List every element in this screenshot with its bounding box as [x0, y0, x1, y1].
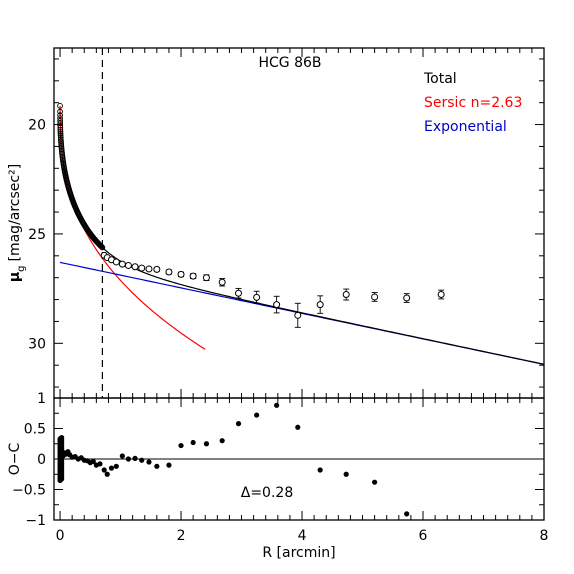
residual-point — [125, 456, 132, 462]
data-point — [57, 122, 64, 129]
residual-point — [178, 442, 184, 449]
data-point — [57, 124, 64, 131]
residual-point — [97, 461, 103, 467]
data-point — [112, 258, 120, 266]
inner-profile-points — [57, 103, 106, 251]
data-point — [153, 265, 161, 273]
data-point — [98, 243, 104, 250]
data-point — [57, 103, 63, 109]
residual-point — [154, 463, 160, 469]
data-point — [131, 263, 139, 271]
residual-point — [317, 467, 323, 473]
total-curve — [86, 229, 544, 365]
y-tick-label: −1 — [25, 513, 46, 529]
y-tick-label: −0.5 — [12, 483, 46, 499]
residual-point — [119, 453, 125, 459]
y-tick-label: 0 — [37, 452, 46, 468]
y-tick-label: 0.5 — [24, 422, 46, 438]
residual-point — [190, 439, 196, 446]
residual-point — [108, 465, 115, 471]
residual-point — [132, 455, 138, 461]
residual-point — [235, 421, 242, 427]
data-point — [165, 268, 173, 276]
data-point — [57, 126, 64, 133]
data-point — [57, 108, 63, 115]
residual-point — [90, 458, 96, 465]
data-point — [253, 293, 261, 301]
data-point — [371, 293, 379, 301]
data-point — [437, 291, 445, 299]
data-point — [138, 264, 146, 272]
residual-point — [219, 438, 225, 444]
data-points — [100, 251, 445, 328]
residual-point — [274, 402, 280, 408]
residual-panel: −1 −0.5 0 0.5 1 0 2 4 6 8 Δ=0.28 O−C R [arcmin] — [7, 391, 548, 561]
y-axis-label-sub: g — [16, 266, 27, 272]
data-point — [145, 265, 153, 273]
residual-point — [372, 479, 378, 485]
data-point — [99, 244, 106, 251]
residual-point — [254, 412, 260, 418]
data-point — [403, 294, 411, 302]
y-axis-label-unit: [mag/arcsec²] — [7, 164, 23, 262]
residual-point — [139, 457, 145, 463]
legend-entry: Total — [423, 71, 457, 87]
data-point — [235, 289, 243, 297]
data-point — [57, 130, 64, 137]
y-tick-label: 1 — [37, 391, 46, 407]
residual-point — [166, 462, 172, 468]
data-point — [118, 260, 126, 268]
model-curves — [59, 105, 544, 365]
y-tick-label: 30 — [28, 336, 46, 352]
data-point — [189, 272, 197, 280]
data-point — [342, 291, 350, 299]
x-tick-label: 6 — [419, 528, 428, 544]
surface-brightness-panel: 20 25 30 HCG 86B Total Sersic n=2.63 Exponenti… — [7, 47, 545, 399]
y-tick-label: 25 — [28, 227, 46, 243]
residual-point — [295, 424, 301, 430]
x-tick-label: 4 — [298, 528, 307, 544]
data-point — [57, 132, 64, 139]
data-point — [98, 244, 105, 250]
data-point — [57, 112, 63, 119]
x-tick-label: 8 — [540, 528, 549, 544]
data-point — [97, 242, 104, 249]
data-point — [273, 301, 281, 309]
residual-point — [404, 511, 410, 517]
residual-point — [104, 471, 110, 477]
data-point — [294, 311, 302, 319]
x-tick-label: 0 — [56, 528, 65, 544]
chart-title: HCG 86B — [258, 55, 321, 71]
residual-point — [343, 471, 349, 477]
residual-point — [59, 435, 65, 441]
y-axis-label-symbol: μ — [7, 272, 23, 282]
x-axis-label: R [arcmin] — [262, 545, 335, 561]
residual-y-label: O−C — [7, 443, 23, 476]
residual-point — [113, 463, 119, 469]
residual-point — [146, 459, 152, 465]
y-axis-label: μg [mag/arcsec²] — [7, 164, 27, 282]
data-point — [177, 270, 185, 278]
data-point — [124, 261, 132, 269]
sersic-curve — [59, 105, 206, 350]
data-point — [218, 278, 226, 286]
legend-entry: Sersic n=2.63 — [424, 95, 522, 111]
residual-point — [203, 441, 210, 447]
residual-point — [101, 467, 107, 473]
delta-annotation: Δ=0.28 — [241, 485, 293, 501]
x-tick-label: 2 — [177, 528, 186, 544]
legend-entry: Exponential — [424, 119, 507, 135]
data-point — [202, 274, 210, 282]
data-point — [57, 128, 64, 135]
data-point — [316, 301, 324, 309]
y-tick-label: 20 — [28, 118, 46, 134]
